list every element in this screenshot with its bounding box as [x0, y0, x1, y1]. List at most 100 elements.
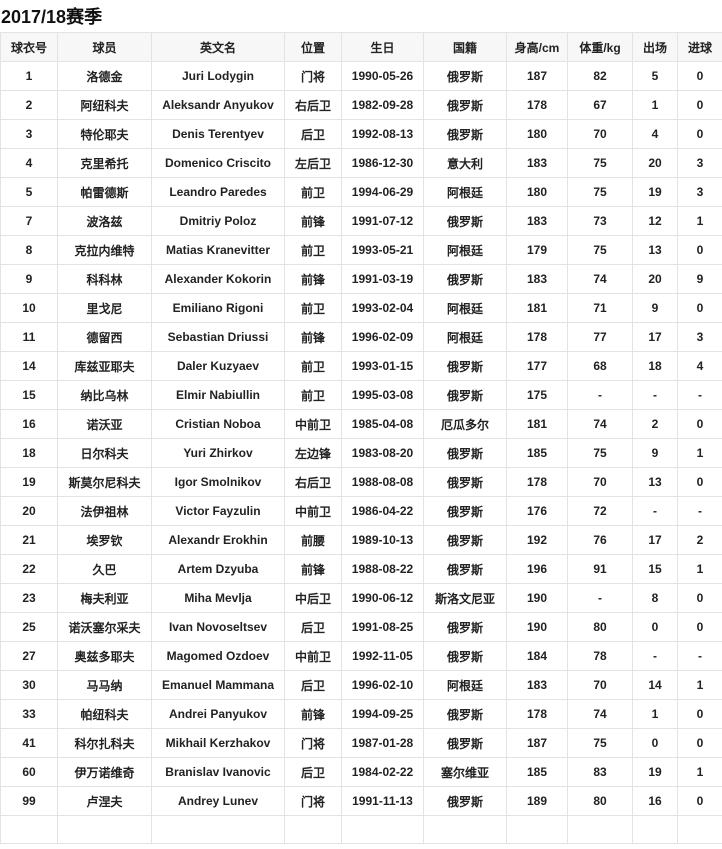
appearances-cell: 1	[632, 90, 678, 120]
nationality-cell: 阿根廷	[423, 322, 507, 352]
birthday-cell: 1987-01-28	[341, 728, 424, 758]
appearances-cell: 16	[632, 786, 678, 816]
birthday-cell: 1990-05-26	[341, 61, 424, 91]
player-name-cell: 梅夫利亚	[57, 583, 152, 613]
english-name-cell: Matias Kranevitter	[151, 235, 285, 265]
empty-cell	[151, 815, 285, 844]
goals-cell: -	[677, 496, 722, 526]
english-name-cell: Artem Dzyuba	[151, 554, 285, 584]
weight-cell: 75	[567, 177, 633, 207]
height-cell: 176	[506, 496, 568, 526]
table-row: 99 卢涅夫 Andrey Lunev 门将 1991-11-13 俄罗斯 189 80 16 0	[0, 786, 722, 816]
player-name-cell: 埃罗钦	[57, 525, 152, 555]
player-name-cell: 里戈尼	[57, 293, 152, 323]
player-name-cell: 日尔科夫	[57, 438, 152, 468]
player-name-cell: 纳比乌林	[57, 380, 152, 410]
english-name-cell: Branislav Ivanovic	[151, 757, 285, 787]
english-name-cell: Emanuel Mammana	[151, 670, 285, 700]
position-cell: 前卫	[284, 177, 342, 207]
birthday-cell: 1995-03-08	[341, 380, 424, 410]
nationality-cell: 俄罗斯	[423, 467, 507, 497]
position-cell: 前卫	[284, 380, 342, 410]
weight-cell: -	[567, 380, 633, 410]
player-name-cell: 帕纽科夫	[57, 699, 152, 729]
weight-cell: 83	[567, 757, 633, 787]
birthday-cell: 1988-08-08	[341, 467, 424, 497]
appearances-cell: 20	[632, 264, 678, 294]
nationality-cell: 意大利	[423, 148, 507, 178]
goals-cell: 1	[677, 554, 722, 584]
height-cell: 179	[506, 235, 568, 265]
weight-cell: 75	[567, 438, 633, 468]
table-row: 27 奥兹多耶夫 Magomed Ozdoev 中前卫 1992-11-05 俄罗斯 184…	[0, 641, 722, 671]
height-cell: 190	[506, 612, 568, 642]
birthday-cell: 1991-08-25	[341, 612, 424, 642]
nationality-cell: 厄瓜多尔	[423, 409, 507, 439]
appearances-cell: -	[632, 641, 678, 671]
table-row: 1 洛德金 Juri Lodygin 门将 1990-05-26 俄罗斯 187 82 5 0	[0, 61, 722, 91]
goals-cell: 1	[677, 206, 722, 236]
weight-cell: 70	[567, 467, 633, 497]
jersey-number-cell: 3	[0, 119, 58, 149]
birthday-cell: 1989-10-13	[341, 525, 424, 555]
table-row: 15 纳比乌林 Elmir Nabiullin 前卫 1995-03-08 俄罗斯 175-…	[0, 380, 722, 410]
goals-cell: 1	[677, 757, 722, 787]
english-name-cell: Mikhail Kerzhakov	[151, 728, 285, 758]
nationality-cell: 俄罗斯	[423, 206, 507, 236]
height-cell: 183	[506, 206, 568, 236]
empty-cell	[506, 815, 568, 844]
nationality-cell: 俄罗斯	[423, 554, 507, 584]
appearances-cell: 1	[632, 699, 678, 729]
position-cell: 前卫	[284, 351, 342, 381]
goals-cell: 3	[677, 322, 722, 352]
appearances-cell: 0	[632, 612, 678, 642]
jersey-number-cell: 4	[0, 148, 58, 178]
player-name-cell: 奥兹多耶夫	[57, 641, 152, 671]
goals-cell: 0	[677, 728, 722, 758]
squad-table: 球衣号 球员 英文名 位置 生日 国籍 身高/cm 体重/kg 出场 进球 1 洛德金 Juri Lo…	[0, 32, 722, 844]
weight-cell: 70	[567, 670, 633, 700]
birthday-cell: 1996-02-10	[341, 670, 424, 700]
player-name-cell: 科科林	[57, 264, 152, 294]
english-name-cell: Domenico Criscito	[151, 148, 285, 178]
table-row: 60 伊万诺维奇 Branislav Ivanovic 后卫 1984-02-22 塞尔维…	[0, 757, 722, 787]
player-name-cell: 斯莫尔尼科夫	[57, 467, 152, 497]
column-header-goals: 进球	[677, 32, 722, 62]
weight-cell: 77	[567, 322, 633, 352]
table-row: 20 法伊祖林 Victor Fayzulin 中前卫 1986-04-22 俄罗斯 176…	[0, 496, 722, 526]
goals-cell: 0	[677, 612, 722, 642]
english-name-cell: Andrei Panyukov	[151, 699, 285, 729]
weight-cell: 76	[567, 525, 633, 555]
jersey-number-cell: 1	[0, 61, 58, 91]
jersey-number-cell: 11	[0, 322, 58, 352]
jersey-number-cell: 41	[0, 728, 58, 758]
goals-cell: 0	[677, 61, 722, 91]
weight-cell: 74	[567, 264, 633, 294]
height-cell: 178	[506, 467, 568, 497]
table-row: 5 帕雷德斯 Leandro Paredes 前卫 1994-06-29 阿根廷 180 75…	[0, 177, 722, 207]
birthday-cell: 1988-08-22	[341, 554, 424, 584]
birthday-cell: 1984-02-22	[341, 757, 424, 787]
empty-cell	[677, 815, 722, 844]
weight-cell: 74	[567, 409, 633, 439]
position-cell: 后卫	[284, 670, 342, 700]
column-header-birthday: 生日	[341, 32, 424, 62]
position-cell: 后卫	[284, 612, 342, 642]
english-name-cell: Denis Terentyev	[151, 119, 285, 149]
player-name-cell: 阿纽科夫	[57, 90, 152, 120]
goals-cell: 0	[677, 235, 722, 265]
jersey-number-cell: 14	[0, 351, 58, 381]
weight-cell: 71	[567, 293, 633, 323]
appearances-cell: 9	[632, 293, 678, 323]
nationality-cell: 阿根廷	[423, 670, 507, 700]
empty-cell	[0, 815, 58, 844]
nationality-cell: 俄罗斯	[423, 438, 507, 468]
table-row: 41 科尔扎科夫 Mikhail Kerzhakov 门将 1987-01-28 俄罗斯 1…	[0, 728, 722, 758]
appearances-cell: 19	[632, 757, 678, 787]
column-header-appearances: 出场	[632, 32, 678, 62]
appearances-cell: 8	[632, 583, 678, 613]
position-cell: 前锋	[284, 699, 342, 729]
weight-cell: -	[567, 583, 633, 613]
goals-cell: 0	[677, 583, 722, 613]
position-cell: 中前卫	[284, 409, 342, 439]
